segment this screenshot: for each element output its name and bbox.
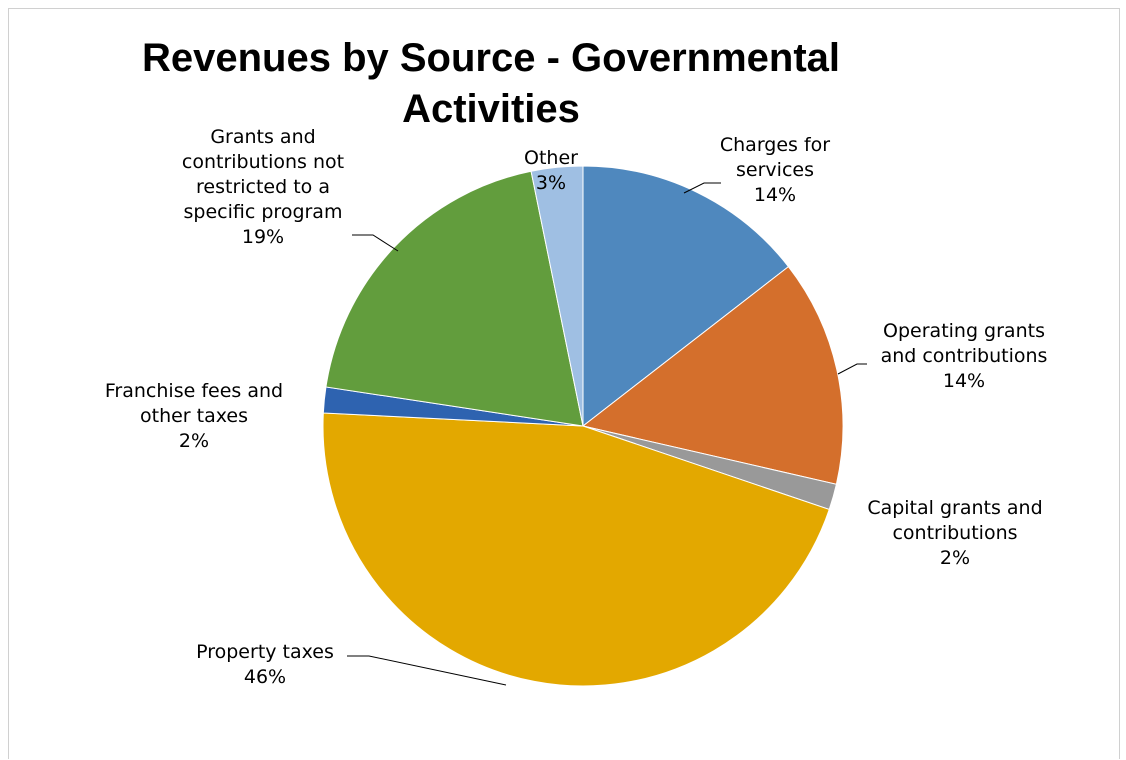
slice-label-text: Property taxes xyxy=(196,641,334,663)
pie-slice-operating-grants-and-contributions xyxy=(581,265,844,485)
slice-percent-label: 19% xyxy=(242,226,284,248)
slice-percent-label: 2% xyxy=(940,547,970,569)
slice-label-text: Other xyxy=(524,147,578,169)
pie-slice-charges-for-services xyxy=(582,165,790,428)
slice-label-text: specific program xyxy=(184,201,343,223)
chart-title-line-1: Revenues by Source - Governmental xyxy=(142,36,840,80)
slice-percent-label: 3% xyxy=(536,172,566,194)
slice-percent-label: 46% xyxy=(244,666,286,688)
slice-label-charges-for-services: Charges for services 14% xyxy=(720,134,830,206)
slice-label-property-taxes: Property taxes 46% xyxy=(196,641,334,688)
slice-label-text: services xyxy=(736,159,814,181)
slice-label-franchise-fees-and-other-taxes: Franchise fees and other taxes 2% xyxy=(105,380,283,452)
slice-label-text: Capital grants and xyxy=(867,497,1042,519)
slice-label-other: Other 3% xyxy=(524,147,578,194)
slice-label-text: Grants and xyxy=(210,126,315,148)
slice-percent-label: 14% xyxy=(754,184,796,206)
pie-slice-other xyxy=(530,165,584,427)
slice-label-text: Charges for xyxy=(720,134,830,156)
slice-label-text: restricted to a xyxy=(196,176,330,198)
slice-percent-label: 2% xyxy=(179,430,209,452)
chart-title-line-2: Activities xyxy=(402,87,580,131)
slice-percent-label: 14% xyxy=(943,370,985,392)
slice-label-operating-grants-and-contributions: Operating grants and contributions 14% xyxy=(881,320,1048,392)
slice-label-text: other taxes xyxy=(140,405,248,427)
slice-label-grants-and-contributions-not-restricted-to-a-specific-program: Grants and contributions not restricted to… xyxy=(182,126,344,248)
pie-slice-grants-and-contributions-not-restricted-to-a-specific-program xyxy=(325,170,584,427)
pie-slice-property-taxes xyxy=(322,412,830,687)
slice-label-text: contributions not xyxy=(182,151,344,173)
leader-line xyxy=(347,655,507,686)
leader-line xyxy=(837,363,867,375)
slice-label-text: and contributions xyxy=(881,345,1048,367)
pie-chart: Revenues by Source - Governmental Activit… xyxy=(105,36,1048,688)
slice-label-text: Franchise fees and xyxy=(105,380,283,402)
leader-line xyxy=(683,182,721,194)
chart-frame: Revenues by Source - Governmental Activit… xyxy=(8,8,1120,759)
slice-label-text: Operating grants xyxy=(883,320,1045,342)
slice-label-text: contributions xyxy=(892,522,1017,544)
leader-line xyxy=(352,234,399,252)
slice-label-capital-grants-and-contributions: Capital grants and contributions 2% xyxy=(867,497,1042,569)
